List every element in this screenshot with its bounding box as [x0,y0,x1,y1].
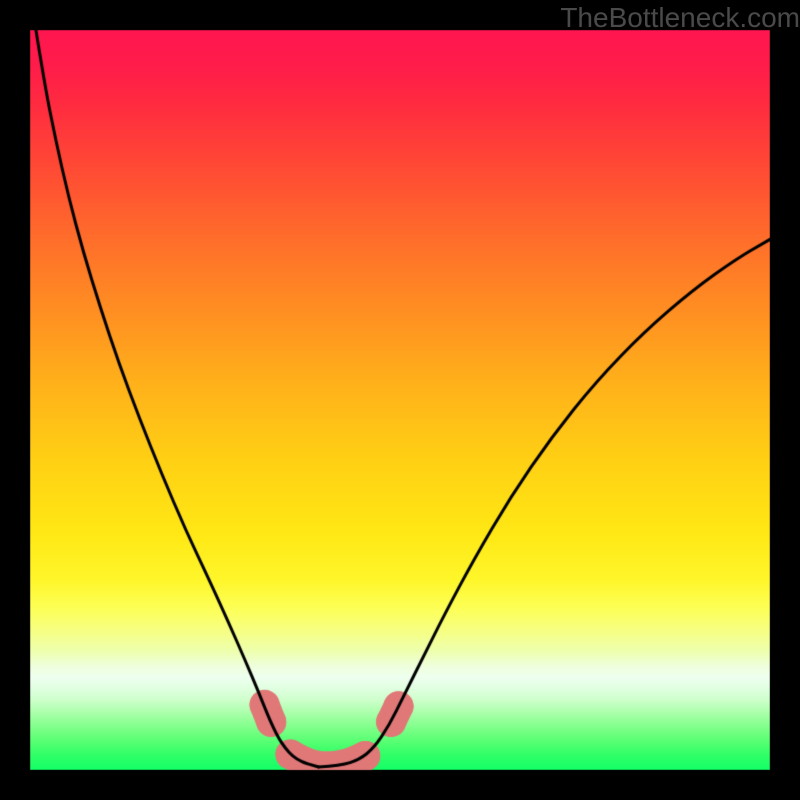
bottleneck-curve [0,0,800,800]
chart-root: TheBottleneck.com [0,0,800,800]
